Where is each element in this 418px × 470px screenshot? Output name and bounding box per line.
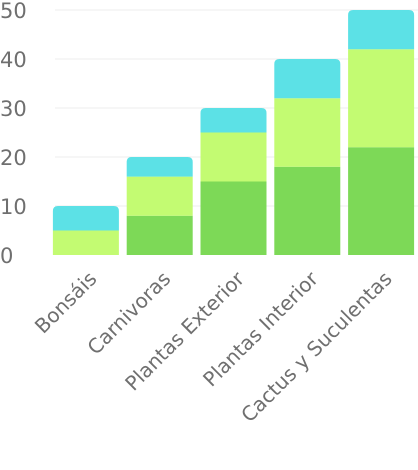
- bar-segment: [126, 157, 193, 177]
- x-axis-labels: Bonsáis Carnivoras Plantas Exterior Plan…: [30, 266, 397, 427]
- bar-segment: [274, 59, 341, 99]
- y-tick-label: 0: [0, 244, 13, 268]
- bar-segment: [126, 215, 193, 255]
- bars: [52, 10, 415, 255]
- bar-segment: [348, 10, 415, 50]
- y-tick-label: 20: [0, 146, 27, 170]
- category-label: Cactus y Suculentas: [236, 267, 396, 427]
- y-tick-label: 10: [0, 195, 27, 219]
- y-axis-ticks: 0 10 20 30 40 50: [0, 0, 27, 268]
- bar-segment: [200, 181, 267, 255]
- category-label: Bonsáis: [30, 267, 102, 339]
- bar-segment: [52, 206, 119, 231]
- y-tick-label: 30: [0, 97, 27, 121]
- bar-segment: [348, 147, 415, 255]
- bar-segment: [274, 166, 341, 255]
- y-tick-label: 40: [0, 48, 27, 72]
- bar-segment: [126, 176, 193, 216]
- bar-segment: [200, 108, 267, 133]
- bar-segment: [274, 98, 341, 167]
- bar-segment: [200, 132, 267, 182]
- bar-segment: [52, 230, 119, 255]
- y-tick-label: 50: [0, 0, 27, 23]
- bar-segment: [348, 49, 415, 148]
